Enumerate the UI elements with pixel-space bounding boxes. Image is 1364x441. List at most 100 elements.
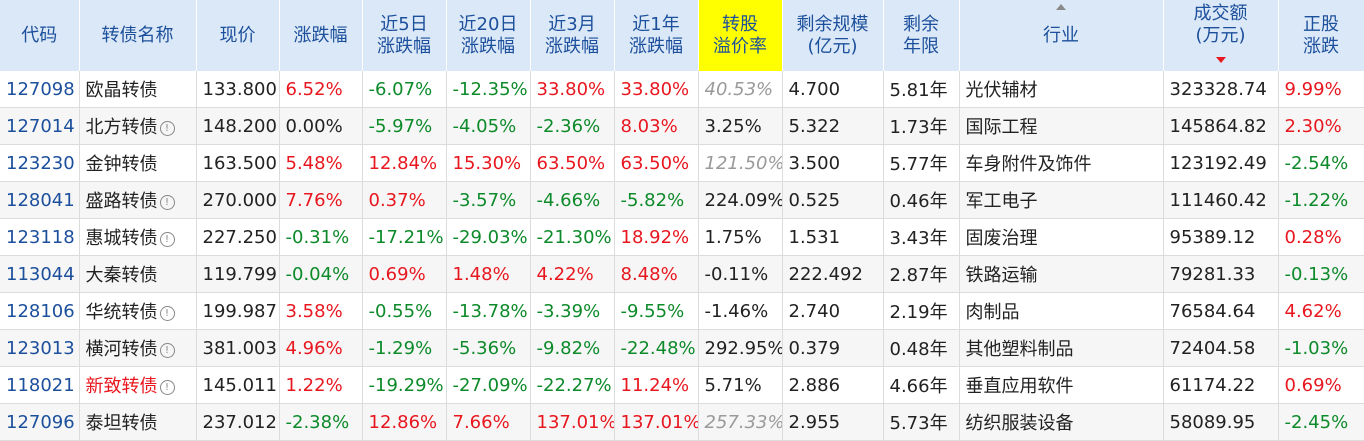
stock-change-cell: 9.99% (1278, 71, 1364, 108)
table-row[interactable]: 127096 泰坦转债 237.012 -2.38% 12.86% 7.66% 137.01… (0, 403, 1364, 441)
name-cell[interactable]: 惠城转债! (79, 218, 197, 256)
change-5d-cell: -6.07% (362, 71, 447, 108)
table-row[interactable]: 128106 华统转债! 199.987 3.58% -0.55% -13.78% -3.3… (0, 292, 1364, 330)
col-header-3m-change[interactable]: 近3月 涨跌幅 (530, 0, 615, 71)
bond-name-label[interactable]: 惠城转债 (85, 228, 158, 249)
code-cell[interactable]: 128106 (0, 292, 80, 330)
code-cell[interactable]: 113044 (0, 255, 80, 293)
change-3m-cell: 4.22% (530, 255, 615, 293)
info-icon[interactable]: ! (159, 121, 175, 136)
change-5d-cell: -0.55% (362, 292, 447, 330)
volume-cell: 323328.74 (1163, 71, 1279, 108)
col-header-code[interactable]: 代码 (0, 0, 80, 71)
scale-cell: 2.740 (782, 292, 884, 330)
name-cell[interactable]: 华统转债! (79, 292, 197, 330)
table-row[interactable]: 123230 金钟转债 163.500 5.48% 12.84% 15.30% 63.50%… (0, 144, 1364, 182)
name-cell[interactable]: 大秦转债 (79, 255, 197, 293)
stock-change-cell: 0.28% (1278, 218, 1364, 256)
premium-cell: 1.75% (698, 218, 783, 256)
name-cell[interactable]: 横河转债! (79, 329, 197, 367)
change-3m-cell: -21.30% (530, 218, 615, 256)
col-header-change[interactable]: 涨跌幅 (279, 0, 363, 71)
code-cell[interactable]: 127098 (0, 71, 80, 108)
name-cell[interactable]: 金钟转债 (79, 144, 197, 182)
industry-cell: 其他塑料制品 (959, 329, 1164, 367)
col-header-price[interactable]: 现价 (196, 0, 280, 71)
table-row[interactable]: 128041 盛路转债! 270.000 7.76% 0.37% -3.57% -4.66%… (0, 181, 1364, 219)
change-5d-cell: 12.84% (362, 144, 447, 182)
bond-name-label[interactable]: 盛路转债 (85, 191, 158, 212)
code-cell[interactable]: 123230 (0, 144, 80, 182)
years-cell: 5.77年 (883, 144, 960, 182)
change-3m-cell: -2.36% (530, 107, 615, 145)
industry-cell: 车身附件及饰件 (959, 144, 1164, 182)
change-1y-cell: -9.55% (614, 292, 699, 330)
volume-cell: 76584.64 (1163, 292, 1279, 330)
info-icon[interactable]: ! (159, 232, 175, 247)
col-header-stock-change[interactable]: 正股 涨跌 (1278, 0, 1364, 71)
col-header-years[interactable]: 剩余 年限 (883, 0, 960, 71)
industry-cell: 固废治理 (959, 218, 1164, 256)
bond-name-label[interactable]: 北方转债 (85, 117, 158, 138)
bond-name-label[interactable]: 泰坦转债 (85, 413, 158, 434)
premium-cell: -1.46% (698, 292, 783, 330)
col-header-industry[interactable]: 行业 (959, 0, 1164, 71)
bond-name-label[interactable]: 华统转债 (85, 302, 158, 323)
name-cell[interactable]: 泰坦转债 (79, 403, 197, 441)
name-cell[interactable]: 盛路转债! (79, 181, 197, 219)
change-1y-cell: 33.80% (614, 71, 699, 108)
change-1y-cell: 63.50% (614, 144, 699, 182)
premium-cell: 224.09% (698, 181, 783, 219)
col-header-name[interactable]: 转债名称 (79, 0, 197, 71)
col-header-20d-change[interactable]: 近20日 涨跌幅 (446, 0, 531, 71)
code-cell[interactable]: 123013 (0, 329, 80, 367)
info-icon[interactable]: ! (159, 380, 175, 395)
price-cell: 145.011 (196, 366, 280, 404)
info-icon[interactable]: ! (159, 306, 175, 321)
col-header-1y-change[interactable]: 近1年 涨跌幅 (614, 0, 699, 71)
bond-name-label[interactable]: 大秦转债 (85, 265, 158, 286)
header-row: 代码 转债名称 现价 涨跌幅 近5日 涨跌幅 近20日 涨跌幅 近3月 涨跌幅 近1年… (0, 0, 1364, 71)
bond-name-label[interactable]: 欧晶转债 (85, 80, 158, 101)
col-header-premium[interactable]: 转股 溢价率 (698, 0, 783, 71)
change-3m-cell: -3.39% (530, 292, 615, 330)
change-3m-cell: -22.27% (530, 366, 615, 404)
bond-name-label[interactable]: 新致转债 (85, 376, 158, 397)
code-cell[interactable]: 128041 (0, 181, 80, 219)
change-cell: -2.38% (279, 403, 363, 441)
info-icon[interactable]: ! (159, 343, 175, 358)
price-cell: 270.000 (196, 181, 280, 219)
volume-cell: 95389.12 (1163, 218, 1279, 256)
volume-cell: 111460.42 (1163, 181, 1279, 219)
code-cell[interactable]: 118021 (0, 366, 80, 404)
col-header-5d-change[interactable]: 近5日 涨跌幅 (362, 0, 447, 71)
code-cell[interactable]: 127014 (0, 107, 80, 145)
table-row[interactable]: 127014 北方转债! 148.200 0.00% -5.97% -4.05% -2.36… (0, 107, 1364, 145)
name-cell[interactable]: 欧晶转债 (79, 71, 197, 108)
table-row[interactable]: 118021 新致转债! 145.011 1.22% -19.29% -27.09% -22… (0, 366, 1364, 404)
table-row[interactable]: 127098 欧晶转债 133.800 6.52% -6.07% -12.35% 33.80… (0, 71, 1364, 108)
stock-change-cell: -0.13% (1278, 255, 1364, 293)
stock-change-cell: -2.45% (1278, 403, 1364, 441)
stock-change-cell: 4.62% (1278, 292, 1364, 330)
scale-cell: 0.379 (782, 329, 884, 367)
scale-cell: 4.700 (782, 71, 884, 108)
table-row[interactable]: 123013 横河转债! 381.003 4.96% -1.29% -5.36% -9.82… (0, 329, 1364, 367)
change-5d-cell: 0.37% (362, 181, 447, 219)
col-header-scale[interactable]: 剩余规模 (亿元) (782, 0, 884, 71)
table-row[interactable]: 123118 惠城转债! 227.250 -0.31% -17.21% -29.03% -2… (0, 218, 1364, 256)
bond-name-label[interactable]: 横河转债 (85, 339, 158, 360)
sort-up-icon (1056, 4, 1066, 10)
info-icon[interactable]: ! (159, 195, 175, 210)
bond-name-label[interactable]: 金钟转债 (85, 154, 158, 175)
name-cell[interactable]: 新致转债! (79, 366, 197, 404)
industry-cell: 国际工程 (959, 107, 1164, 145)
name-cell[interactable]: 北方转债! (79, 107, 197, 145)
table-row[interactable]: 113044 大秦转债 119.799 -0.04% 0.69% 1.48% 4.22% 8.… (0, 255, 1364, 293)
change-1y-cell: 18.92% (614, 218, 699, 256)
change-1y-cell: 11.24% (614, 366, 699, 404)
col-header-volume[interactable]: 成交额 (万元) (1163, 0, 1279, 71)
code-cell[interactable]: 123118 (0, 218, 80, 256)
code-cell[interactable]: 127096 (0, 403, 80, 441)
change-20d-cell: -12.35% (446, 71, 531, 108)
